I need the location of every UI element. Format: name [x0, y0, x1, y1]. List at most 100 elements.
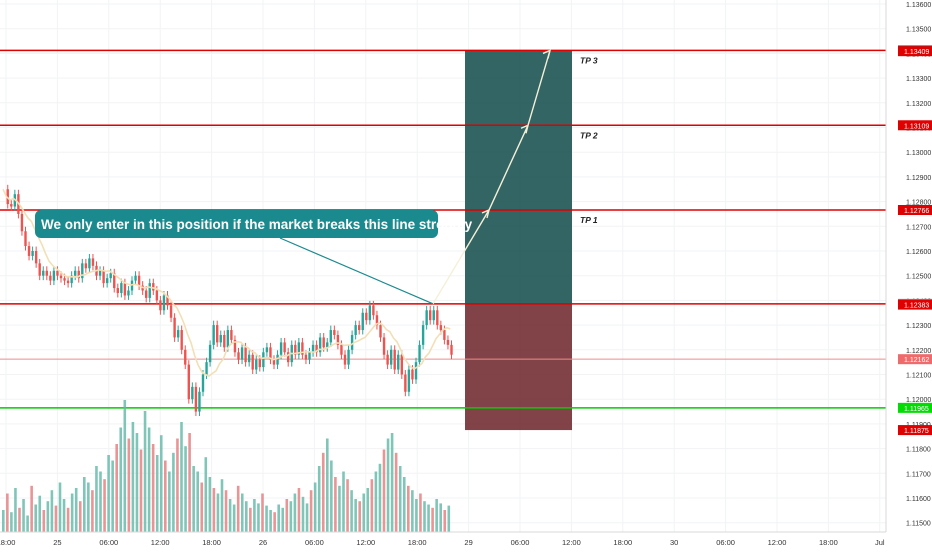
candle-body [446, 339, 450, 345]
candle-body [272, 359, 276, 365]
candle-body [191, 386, 194, 400]
volume-bar [402, 477, 406, 532]
candle-body [91, 258, 95, 266]
price-tick-label: 1.13500 [906, 27, 931, 34]
volume-bar [192, 466, 195, 532]
volume-bar [155, 455, 159, 532]
candle-body [233, 339, 237, 353]
ma-line [2, 188, 451, 378]
candle-body [155, 290, 159, 301]
candle-body [205, 362, 208, 375]
candle-body [322, 337, 325, 348]
candle-body [120, 283, 123, 293]
time-tick-label: 18:00 [408, 538, 427, 547]
candles [6, 184, 453, 416]
volume-bar [289, 501, 293, 532]
time-tick-label: 26 [259, 538, 267, 547]
candle-body [439, 325, 443, 331]
price-tick-label: 1.12000 [906, 397, 931, 404]
price-tick-label: 1.12200 [906, 348, 931, 355]
candle-body [326, 342, 329, 348]
candle-body [276, 354, 279, 365]
volume-bar [46, 501, 50, 532]
time-tick-label: 06:00 [716, 538, 735, 547]
level-label: TP 3 [580, 55, 598, 65]
candle-body [237, 352, 240, 360]
volume-bar [6, 493, 9, 532]
profit-zone [465, 50, 572, 304]
time-axis-bg [0, 532, 932, 550]
volume-bar [62, 499, 66, 532]
volume-bar [398, 466, 402, 532]
volume-bar [378, 463, 382, 532]
price-tick-label: 1.11600 [906, 496, 931, 503]
price-tag-label: 1.13109 [904, 123, 929, 130]
candle-body [169, 305, 173, 318]
candle-body [265, 347, 269, 353]
candle-body [88, 258, 91, 269]
candle-body [372, 305, 375, 316]
volume-bar [220, 479, 224, 532]
time-tick-label: 12:00 [768, 538, 787, 547]
candle-body [365, 312, 368, 321]
volume-bar [394, 452, 398, 532]
candle-body [145, 290, 148, 298]
candle-body [283, 342, 286, 353]
candle-body [382, 337, 386, 355]
volume-bar [164, 460, 167, 532]
volume-bar [115, 444, 118, 532]
candle-body [212, 325, 215, 345]
volume-bar [236, 485, 240, 532]
volume-bar [435, 499, 438, 532]
level-label: TP 2 [580, 130, 598, 140]
volume-bar [321, 452, 325, 532]
price-axis-bg [886, 0, 932, 550]
candle-body [123, 283, 127, 296]
volume-bar [119, 427, 123, 532]
volume-bar [2, 510, 5, 532]
candle-body [443, 330, 446, 340]
candle-body [184, 349, 187, 365]
candle-body [187, 364, 190, 400]
candle-body [287, 352, 290, 363]
candle-body [219, 334, 222, 343]
candle-body [166, 295, 169, 306]
price-tag-bg [898, 120, 932, 131]
candle-body [194, 386, 198, 412]
candle-body [304, 354, 308, 360]
callout-pointer [279, 237, 434, 305]
volume-bar [374, 471, 378, 532]
candle-body [102, 270, 105, 284]
annotations: We only enter in this position if the ma… [35, 49, 552, 305]
price-tick-label: 1.13600 [906, 2, 931, 9]
candle-body [52, 270, 56, 281]
volume-bar [350, 490, 353, 532]
candle-body [226, 330, 230, 348]
candle-body [315, 344, 318, 353]
candle-body [301, 342, 304, 355]
price-tick-label: 1.12900 [906, 175, 931, 182]
price-tag-bg [898, 46, 932, 57]
volume-bar [38, 495, 42, 532]
candle-body [386, 354, 389, 365]
volume-bar [228, 499, 232, 532]
candle-body [223, 334, 226, 348]
price-tick-label: 1.13200 [906, 101, 931, 108]
candle-body [137, 275, 141, 286]
candle-body [216, 325, 219, 343]
price-tag-label: 1.12766 [904, 208, 929, 215]
candle-body [361, 312, 364, 331]
volume-bar [269, 510, 272, 532]
volume-bar [196, 471, 199, 532]
price-tag-bg [898, 402, 932, 413]
volume-bar [240, 493, 244, 532]
candle-body [421, 325, 425, 345]
candle-body [42, 270, 45, 276]
arrow-head [520, 124, 530, 134]
candle-body [340, 344, 343, 355]
moving-average [2, 188, 451, 378]
position-zones [465, 50, 572, 431]
candle-body [450, 344, 453, 355]
